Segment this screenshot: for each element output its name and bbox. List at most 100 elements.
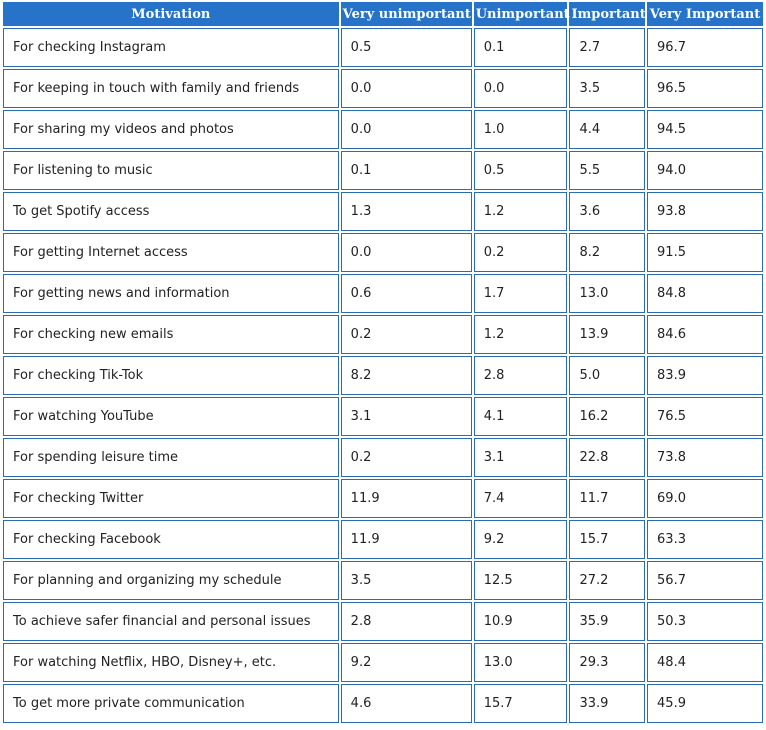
value-cell: 69.0 <box>647 479 763 518</box>
header-cell: Very unimportant <box>340 2 472 26</box>
value-cell: 2.8 <box>340 602 472 641</box>
value-cell: 56.7 <box>647 561 763 600</box>
value-cell: 93.8 <box>647 192 763 231</box>
table-row: For watching Netflix, HBO, Disney+, etc.… <box>3 643 763 682</box>
header-row: Motivation Very unimportant Unimportant Imp… <box>3 2 763 26</box>
value-cell: 3.5 <box>569 69 646 108</box>
value-cell: 13.0 <box>473 643 568 682</box>
value-cell: 0.6 <box>340 274 472 313</box>
value-cell: 96.7 <box>647 28 763 67</box>
value-cell: 3.1 <box>340 397 472 436</box>
value-cell: 15.7 <box>473 684 568 723</box>
motivation-cell: For getting news and information <box>3 274 339 313</box>
table-row: For checking Instagram 0.5 0.1 2.7 96.7 <box>3 28 763 67</box>
value-cell: 0.0 <box>340 110 472 149</box>
table-row: For spending leisure time 0.2 3.1 22.8 73.8 <box>3 438 763 477</box>
value-cell: 84.8 <box>647 274 763 313</box>
value-cell: 1.7 <box>473 274 568 313</box>
value-cell: 3.6 <box>569 192 646 231</box>
header-cell: Unimportant <box>473 2 570 26</box>
table-row: For checking Twitter 11.9 7.4 11.7 69.0 <box>3 479 763 518</box>
value-cell: 45.9 <box>647 684 763 723</box>
value-cell: 4.6 <box>340 684 472 723</box>
value-cell: 96.5 <box>647 69 763 108</box>
motivation-cell: For spending leisure time <box>3 438 339 477</box>
value-cell: 91.5 <box>647 233 763 272</box>
value-cell: 0.1 <box>340 151 472 190</box>
value-cell: 94.0 <box>647 151 763 190</box>
value-cell: 0.5 <box>473 151 568 190</box>
header-cell: Motivation <box>3 2 339 26</box>
value-cell: 0.2 <box>473 233 568 272</box>
value-cell: 50.3 <box>647 602 763 641</box>
value-cell: 0.0 <box>473 69 568 108</box>
table-row: To get Spotify access 1.3 1.2 3.6 93.8 <box>3 192 763 231</box>
value-cell: 35.9 <box>569 602 646 641</box>
value-cell: 8.2 <box>569 233 646 272</box>
value-cell: 2.8 <box>473 356 568 395</box>
motivation-cell: For sharing my videos and photos <box>3 110 339 149</box>
motivation-cell: To get Spotify access <box>3 192 339 231</box>
value-cell: 1.0 <box>473 110 568 149</box>
value-cell: 16.2 <box>569 397 646 436</box>
motivation-cell: For keeping in touch with family and fri… <box>3 69 339 108</box>
table-row: For getting Internet access 0.0 0.2 8.2 91.5 <box>3 233 763 272</box>
table-row: For sharing my videos and photos 0.0 1.0 4.… <box>3 110 763 149</box>
value-cell: 84.6 <box>647 315 763 354</box>
value-cell: 94.5 <box>647 110 763 149</box>
value-cell: 0.1 <box>473 28 568 67</box>
value-cell: 1.2 <box>473 315 568 354</box>
motivation-cell: For watching YouTube <box>3 397 339 436</box>
value-cell: 4.1 <box>473 397 568 436</box>
value-cell: 0.0 <box>340 233 472 272</box>
motivation-cell: For checking Facebook <box>3 520 339 559</box>
table-row: For checking Facebook 11.9 9.2 15.7 63.3 <box>3 520 763 559</box>
motivation-cell: For checking Tik-Tok <box>3 356 339 395</box>
value-cell: 0.2 <box>340 438 472 477</box>
motivation-cell: To get more private communication <box>3 684 339 723</box>
motivation-cell: To achieve safer financial and personal … <box>3 602 339 641</box>
table-row: For keeping in touch with family and fri… <box>3 69 763 108</box>
motivation-cell: For checking Instagram <box>3 28 339 67</box>
value-cell: 11.7 <box>569 479 646 518</box>
value-cell: 1.2 <box>473 192 568 231</box>
table-row: To get more private communication 4.6 15.7… <box>3 684 763 723</box>
value-cell: 0.5 <box>340 28 472 67</box>
value-cell: 22.8 <box>569 438 646 477</box>
value-cell: 12.5 <box>473 561 568 600</box>
table-row: To achieve safer financial and personal … <box>3 602 763 641</box>
value-cell: 33.9 <box>569 684 646 723</box>
value-cell: 1.3 <box>340 192 472 231</box>
header-cell: Very Important <box>647 2 763 26</box>
value-cell: 83.9 <box>647 356 763 395</box>
value-cell: 27.2 <box>569 561 646 600</box>
motivation-cell: For checking Twitter <box>3 479 339 518</box>
value-cell: 11.9 <box>340 520 472 559</box>
motivation-cell: For planning and organizing my schedule <box>3 561 339 600</box>
value-cell: 48.4 <box>647 643 763 682</box>
value-cell: 10.9 <box>473 602 568 641</box>
value-cell: 4.4 <box>569 110 646 149</box>
value-cell: 11.9 <box>340 479 472 518</box>
value-cell: 0.0 <box>340 69 472 108</box>
value-cell: 3.5 <box>340 561 472 600</box>
value-cell: 15.7 <box>569 520 646 559</box>
motivation-cell: For watching Netflix, HBO, Disney+, etc. <box>3 643 339 682</box>
value-cell: 8.2 <box>340 356 472 395</box>
value-cell: 63.3 <box>647 520 763 559</box>
value-cell: 9.2 <box>340 643 472 682</box>
value-cell: 0.2 <box>340 315 472 354</box>
table-body: For checking Instagram 0.5 0.1 2.7 96.7 For k… <box>3 28 763 723</box>
value-cell: 5.0 <box>569 356 646 395</box>
value-cell: 3.1 <box>473 438 568 477</box>
value-cell: 76.5 <box>647 397 763 436</box>
value-cell: 7.4 <box>473 479 568 518</box>
value-cell: 29.3 <box>569 643 646 682</box>
table-row: For watching YouTube 3.1 4.1 16.2 76.5 <box>3 397 763 436</box>
table-row: For checking Tik-Tok 8.2 2.8 5.0 83.9 <box>3 356 763 395</box>
value-cell: 2.7 <box>569 28 646 67</box>
motivation-cell: For listening to music <box>3 151 339 190</box>
table-row: For getting news and information 0.6 1.7 13… <box>3 274 763 313</box>
